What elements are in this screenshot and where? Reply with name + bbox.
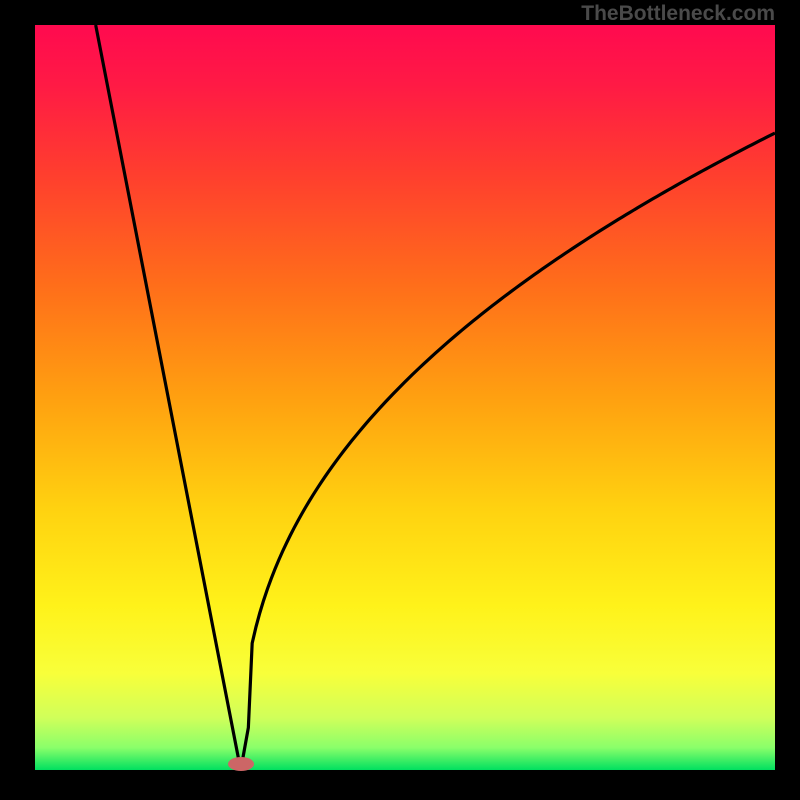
watermark-text: TheBottleneck.com <box>581 2 775 26</box>
plot-area <box>35 25 775 770</box>
chart-container: TheBottleneck.com <box>0 0 800 800</box>
minimum-marker <box>226 755 256 773</box>
